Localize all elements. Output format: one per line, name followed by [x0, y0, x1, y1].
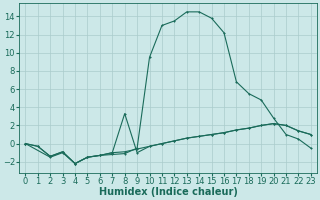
X-axis label: Humidex (Indice chaleur): Humidex (Indice chaleur) [99, 187, 237, 197]
